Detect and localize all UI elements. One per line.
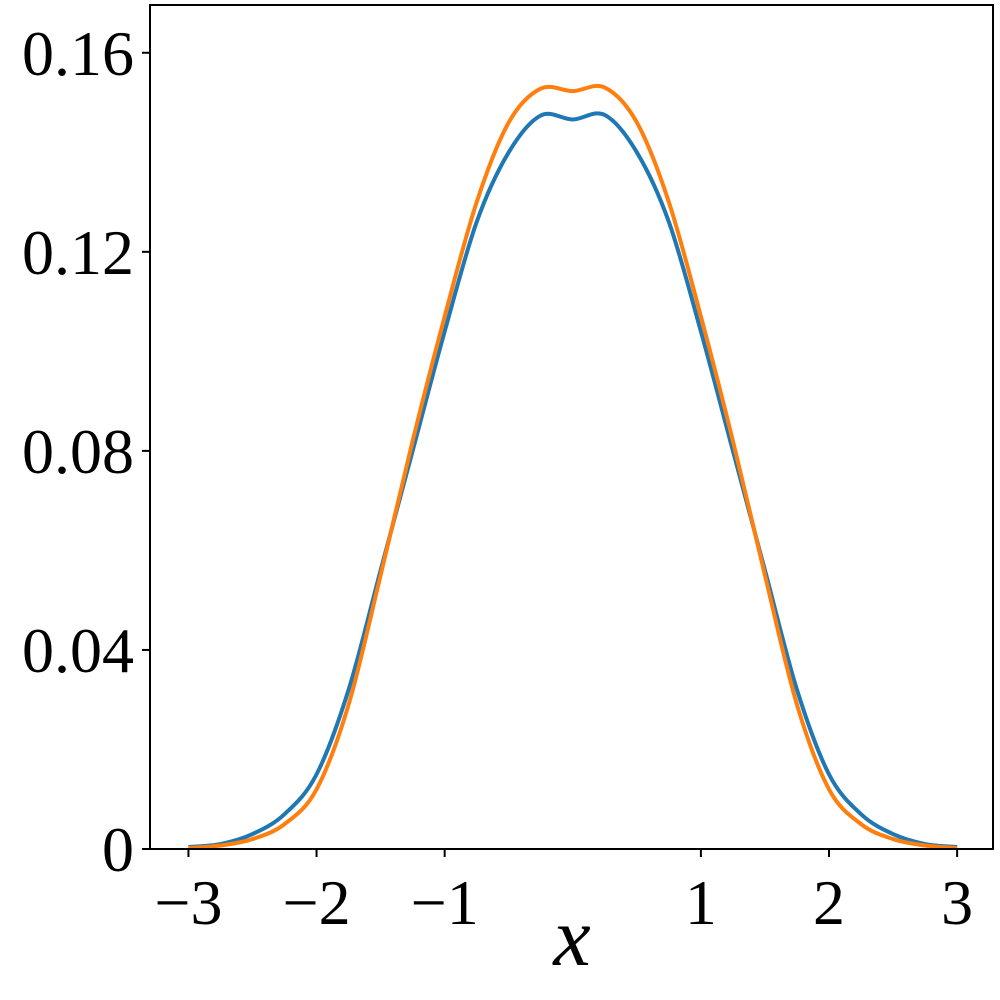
- line-series: [188, 111, 958, 850]
- y-tick-label: 0.04: [22, 615, 134, 686]
- y-tick-label: 0.08: [22, 416, 134, 487]
- line-series: [188, 83, 958, 850]
- y-tick-label: 0: [102, 814, 134, 885]
- x-tick-label: 1: [685, 867, 717, 938]
- y-tick-label: 0.16: [22, 18, 134, 89]
- x-axis-label: x: [551, 891, 590, 984]
- y-tick-label: 0.12: [22, 217, 134, 288]
- x-tick-label: 3: [941, 867, 973, 938]
- x-tick-label: 2: [813, 867, 845, 938]
- x-tick-label: −2: [283, 867, 351, 938]
- x-tick-label: −3: [154, 867, 222, 938]
- x-tick-label: −1: [411, 867, 479, 938]
- plot-frame: [149, 4, 994, 850]
